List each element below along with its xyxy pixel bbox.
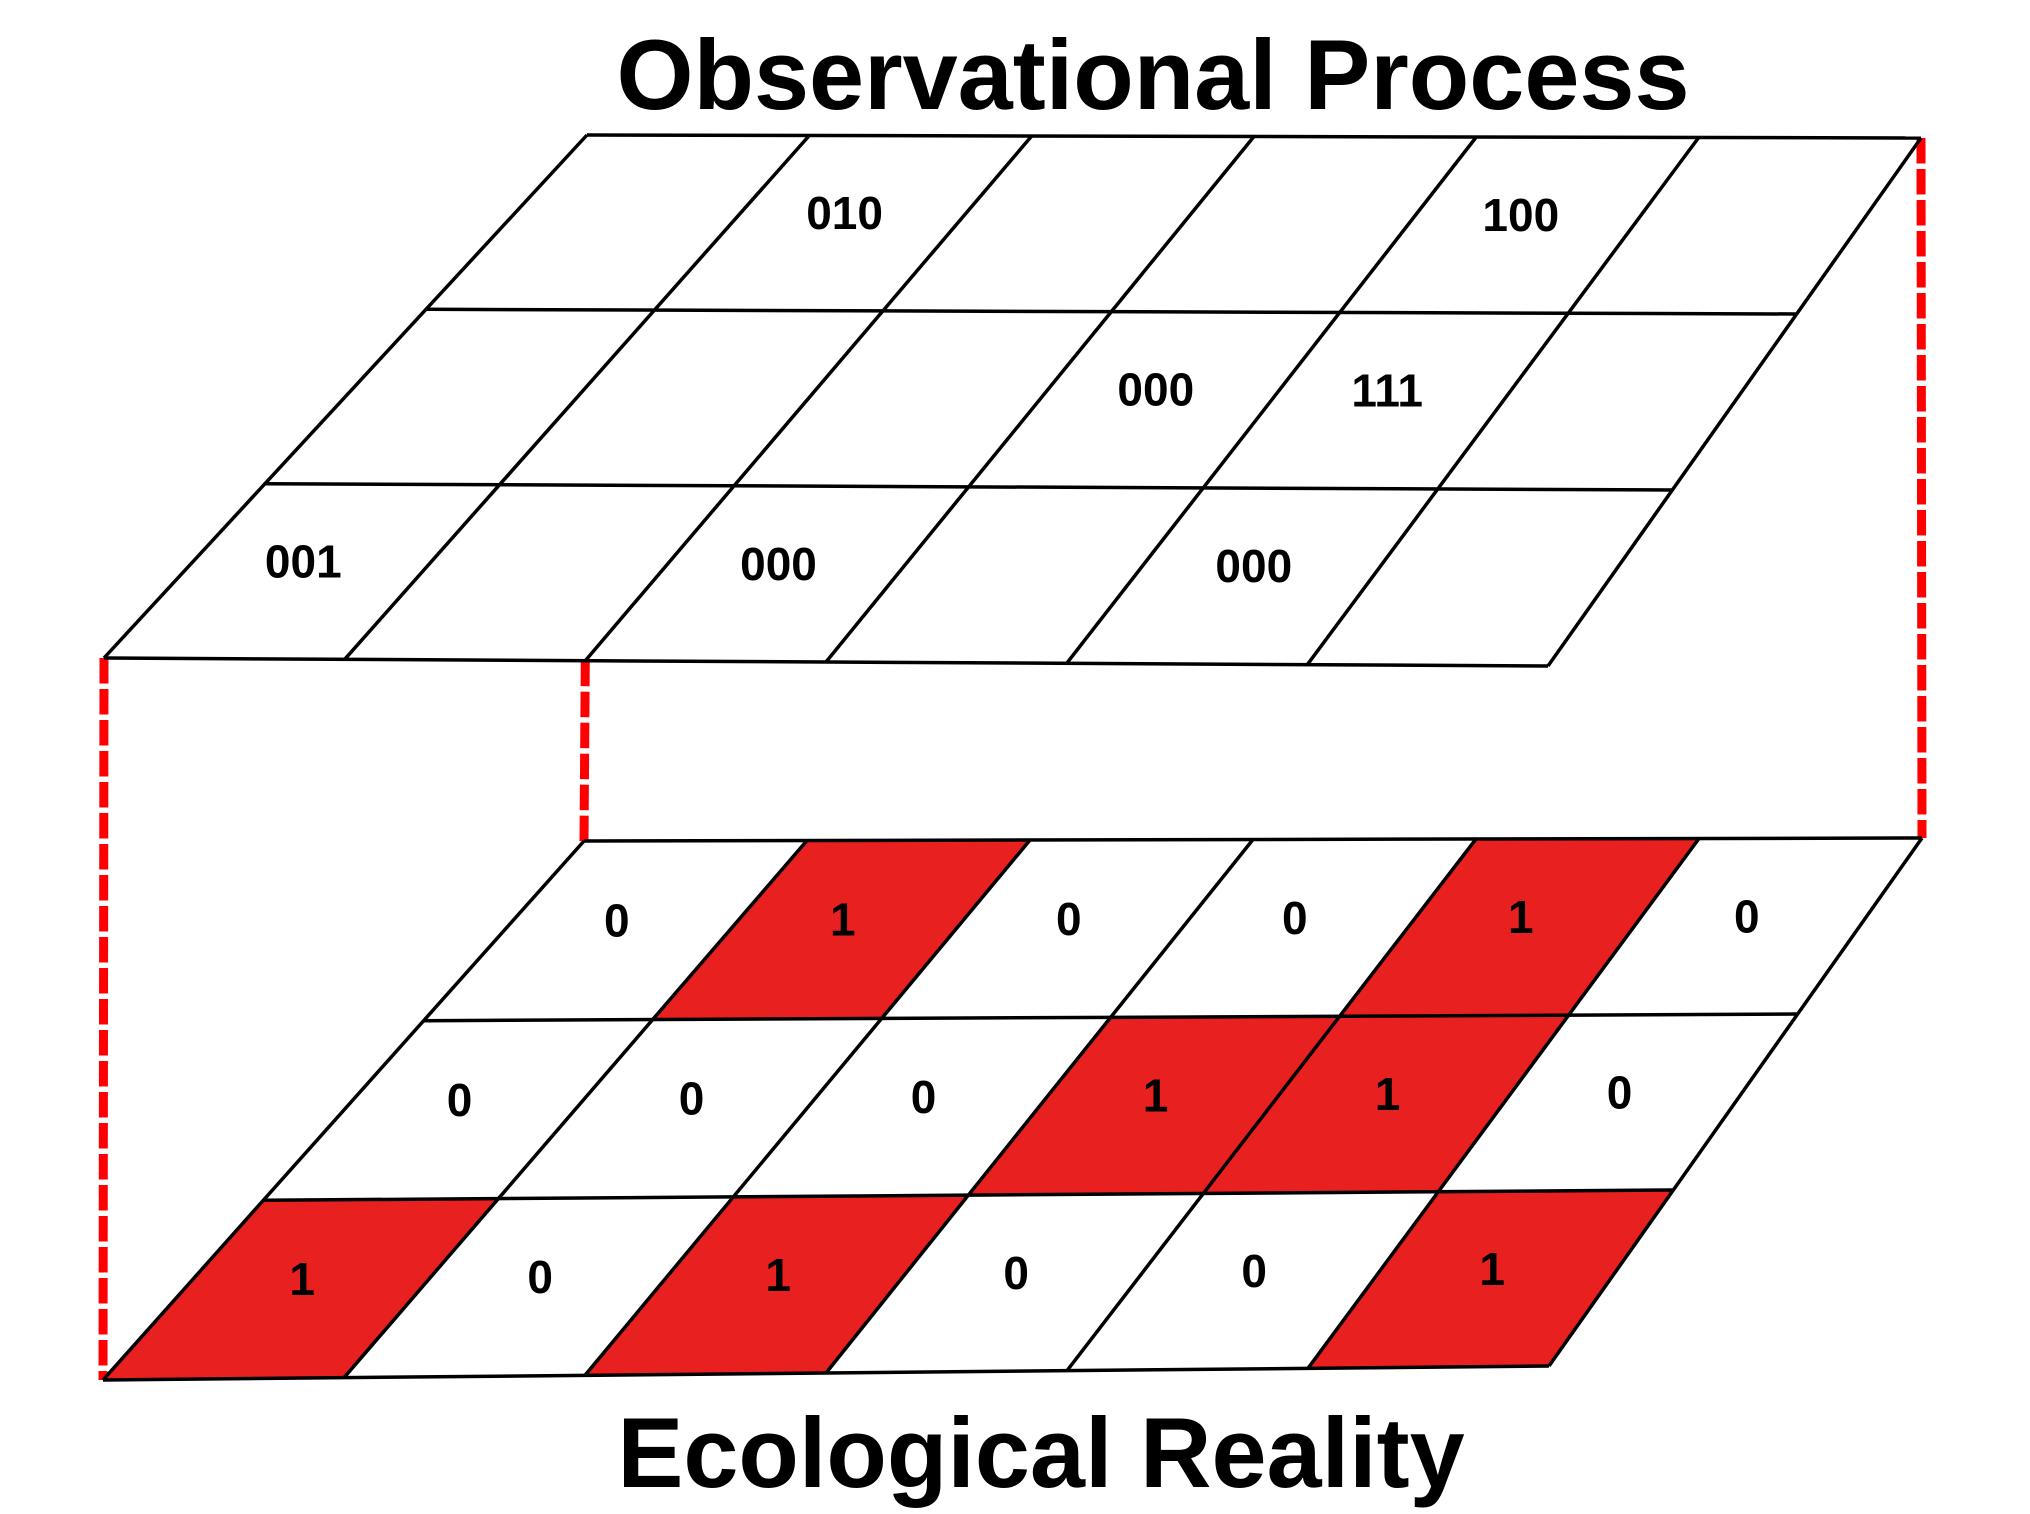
svg-text:0: 0 — [1282, 892, 1308, 944]
svg-text:0: 0 — [1056, 893, 1082, 945]
svg-text:000: 000 — [1215, 540, 1292, 592]
svg-text:1: 1 — [1508, 891, 1534, 943]
svg-text:111: 111 — [1351, 365, 1423, 417]
svg-text:1: 1 — [1375, 1068, 1401, 1120]
svg-text:0: 0 — [1003, 1247, 1029, 1299]
svg-text:000: 000 — [740, 538, 817, 590]
svg-text:010: 010 — [806, 187, 883, 239]
svg-text:0: 0 — [911, 1071, 937, 1123]
svg-text:1: 1 — [1479, 1243, 1505, 1295]
svg-text:100: 100 — [1482, 189, 1559, 241]
svg-text:000: 000 — [1117, 364, 1194, 416]
svg-text:0: 0 — [1241, 1245, 1267, 1297]
svg-text:0: 0 — [679, 1072, 705, 1124]
svg-text:0: 0 — [1607, 1067, 1633, 1119]
svg-text:001: 001 — [265, 535, 342, 587]
svg-text:1: 1 — [1143, 1070, 1169, 1122]
svg-text:0: 0 — [1734, 890, 1760, 942]
svg-text:Observational Process: Observational Process — [617, 19, 1690, 130]
svg-text:0: 0 — [527, 1251, 553, 1303]
svg-text:0: 0 — [604, 894, 630, 946]
svg-text:1: 1 — [289, 1253, 315, 1305]
svg-text:Ecological Reality: Ecological Reality — [617, 1397, 1464, 1508]
svg-text:1: 1 — [765, 1249, 791, 1301]
svg-text:0: 0 — [447, 1074, 473, 1126]
svg-text:1: 1 — [830, 894, 856, 946]
